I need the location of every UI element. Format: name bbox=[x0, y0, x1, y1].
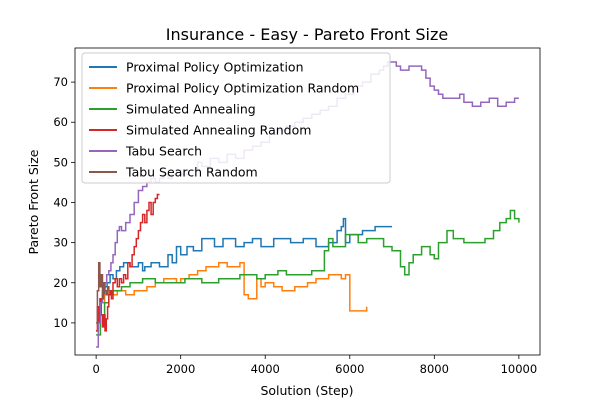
y-axis-ticks: 10 20 30 40 50 60 70 bbox=[53, 75, 75, 330]
y-tick-label: 30 bbox=[53, 236, 68, 250]
y-tick-label: 50 bbox=[53, 155, 68, 169]
y-tick-label: 70 bbox=[53, 75, 68, 89]
legend-label: Simulated Annealing bbox=[126, 102, 256, 117]
legend-label: Tabu Search bbox=[125, 144, 202, 159]
legend-label: Simulated Annealing Random bbox=[126, 123, 311, 138]
legend: Proximal Policy Optimization Proximal Pol… bbox=[81, 52, 391, 184]
x-tick-label: 2000 bbox=[166, 362, 195, 376]
series-line-1 bbox=[96, 261, 368, 332]
y-tick-label: 40 bbox=[53, 196, 68, 210]
x-axis-ticks: 0 2000 4000 6000 8000 10000 bbox=[92, 355, 537, 376]
x-tick-label: 4000 bbox=[251, 362, 280, 376]
series-line-2 bbox=[96, 209, 520, 336]
axes-frame bbox=[74, 47, 541, 356]
legend-label: Tabu Search Random bbox=[125, 165, 258, 180]
y-tick-label: 10 bbox=[53, 316, 68, 330]
legend-label: Proximal Policy Optimization bbox=[126, 60, 304, 75]
legend-box bbox=[81, 52, 391, 184]
y-tick-label: 60 bbox=[53, 115, 68, 129]
series-line-0 bbox=[96, 217, 392, 332]
y-axis-label: Pareto Front Size bbox=[26, 149, 41, 254]
x-tick-label: 6000 bbox=[335, 362, 364, 376]
y-tick-label: 20 bbox=[53, 276, 68, 290]
legend-label: Proximal Policy Optimization Random bbox=[126, 81, 359, 96]
series-line-3 bbox=[96, 193, 160, 332]
x-tick-label: 8000 bbox=[420, 362, 449, 376]
chart-title: Insurance - Easy - Pareto Front Size bbox=[166, 25, 448, 44]
x-tick-label: 0 bbox=[92, 362, 99, 376]
x-tick-label: 10000 bbox=[501, 362, 538, 376]
x-axis-label: Solution (Step) bbox=[260, 383, 353, 398]
series-line-5 bbox=[96, 261, 110, 324]
